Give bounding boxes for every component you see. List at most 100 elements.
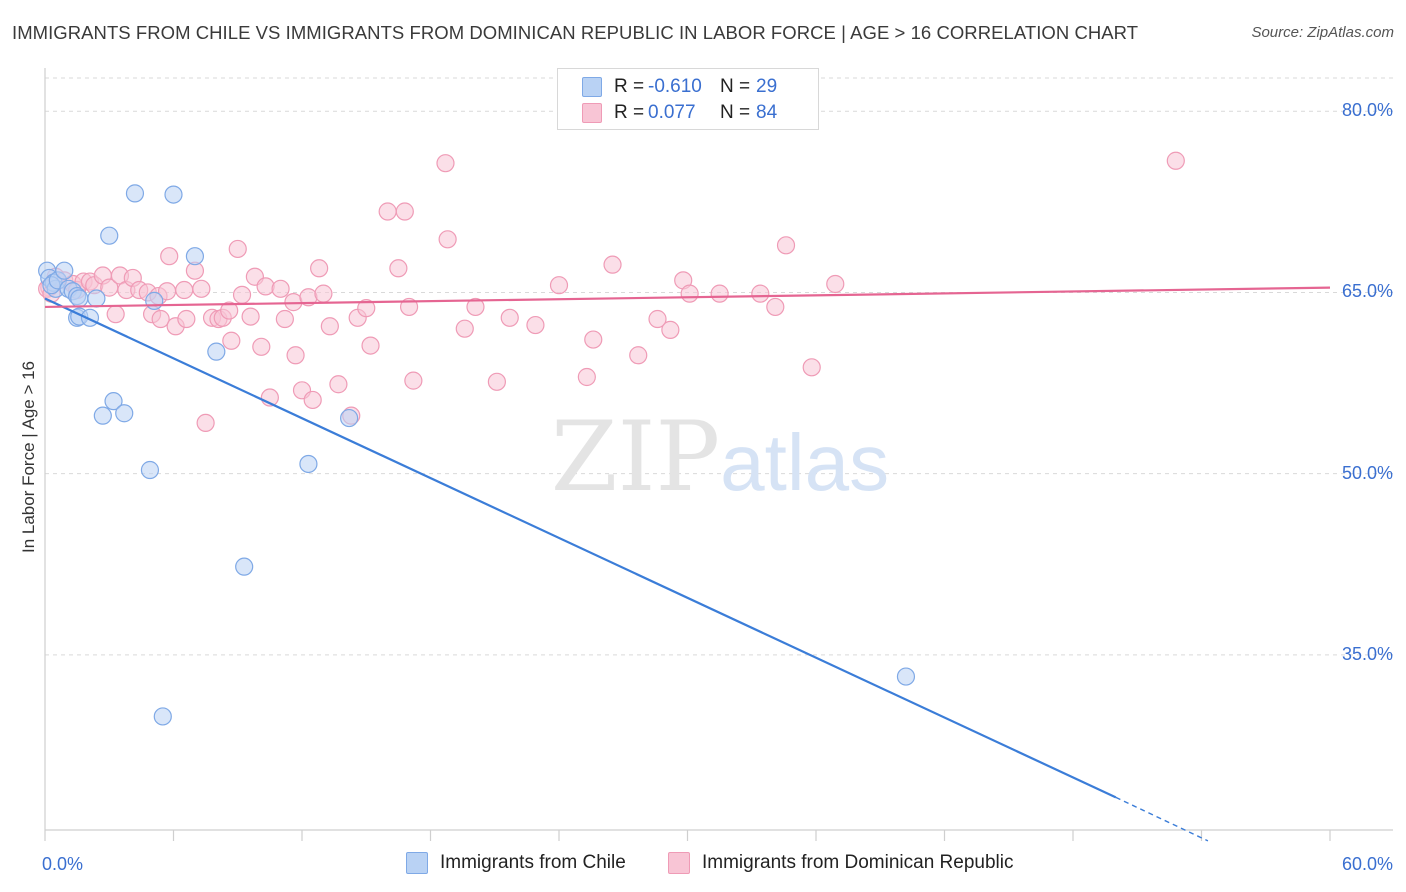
chart-title: IMMIGRANTS FROM CHILE VS IMMIGRANTS FROM… — [12, 22, 1139, 43]
data-point-dominican-republic — [220, 301, 239, 320]
data-point-dominican-republic — [196, 413, 215, 433]
legend-n-label: N = — [720, 76, 751, 97]
legend-label-chile: Immigrants from Chile — [440, 852, 626, 873]
data-point-chile — [70, 289, 89, 308]
axes — [44, 68, 1393, 841]
data-point-dominican-republic — [256, 277, 275, 296]
trend-line-chile-extension — [1115, 796, 1209, 842]
data-point-dominican-republic — [751, 284, 770, 303]
data-point-dominican-republic — [826, 274, 845, 294]
data-point-dominican-republic — [466, 297, 485, 317]
legend-item-chile[interactable]: Immigrants from Chile — [406, 852, 626, 874]
legend-item-dominican-republic[interactable]: Immigrants from Dominican Republic — [668, 852, 1014, 874]
legend-swatch-dominican-republic — [582, 103, 602, 123]
data-point-dominican-republic — [648, 309, 667, 329]
data-point-dominican-republic — [151, 309, 170, 329]
data-point-chile — [55, 261, 74, 280]
legend-swatch-dominican-republic — [668, 852, 690, 874]
y-tick-label: 35.0% — [1341, 643, 1393, 664]
data-point-dominican-republic — [177, 309, 196, 329]
data-point-chile — [145, 291, 164, 310]
data-point-chile — [104, 392, 123, 411]
data-point-dominican-republic — [766, 297, 785, 317]
data-point-chile — [207, 342, 226, 361]
data-point-chile — [896, 667, 916, 686]
data-point-dominican-republic — [314, 284, 333, 303]
data-point-dominican-republic — [404, 371, 423, 390]
data-point-dominican-republic — [1166, 151, 1185, 170]
legend-r-value: -0.610 — [648, 76, 702, 97]
data-point-dominican-republic — [802, 358, 821, 377]
data-point-dominican-republic — [577, 367, 596, 387]
legend-row-dominican-republic: R = 0.077 N = 84 — [582, 100, 777, 126]
data-point-dominican-republic — [399, 297, 419, 317]
data-point-dominican-republic — [303, 390, 322, 410]
data-point-dominican-republic — [228, 239, 247, 259]
data-point-dominican-republic — [629, 346, 648, 365]
watermark-atlas: atlas — [720, 418, 889, 507]
legend-label-dominican-republic: Immigrants from Dominican Republic — [702, 852, 1014, 873]
data-point-dominican-republic — [192, 279, 211, 298]
data-point-dominican-republic — [241, 307, 260, 326]
data-point-dominican-republic — [395, 202, 414, 221]
data-point-dominican-republic — [500, 308, 519, 327]
watermark-zip: ZIP — [551, 401, 720, 513]
data-point-dominican-republic — [329, 375, 348, 394]
data-point-chile — [185, 247, 205, 266]
data-point-dominican-republic — [286, 346, 305, 365]
chart-source: Source: ZipAtlas.com — [1251, 24, 1394, 41]
legend-r-value: 0.077 — [648, 102, 696, 123]
data-point-dominican-republic — [436, 154, 455, 173]
data-point-dominican-republic — [357, 299, 376, 318]
data-point-dominican-republic — [389, 259, 408, 278]
x-tick-min: 0.0% — [42, 854, 84, 874]
legend-r-label: R = — [614, 76, 645, 97]
data-point-dominican-republic — [378, 202, 397, 221]
data-point-chile — [164, 185, 183, 204]
legend-r-label: R = — [614, 102, 645, 123]
data-point-chile — [340, 408, 359, 428]
data-point-dominican-republic — [438, 230, 457, 249]
data-point-dominican-republic — [710, 284, 729, 303]
data-point-dominican-republic — [252, 337, 271, 356]
data-point-dominican-republic — [160, 247, 179, 266]
data-point-chile — [100, 226, 119, 245]
data-point-chile — [115, 404, 134, 423]
data-point-dominican-republic — [487, 372, 506, 391]
data-point-chile — [125, 184, 145, 203]
data-point-chile — [153, 707, 172, 726]
data-point-dominican-republic — [776, 236, 796, 255]
watermark: ZIPatlas — [551, 401, 889, 513]
series-legend: Immigrants from Chile Immigrants from Do… — [0, 852, 1406, 878]
y-tick-label: 65.0% — [1341, 281, 1393, 302]
stats-legend: R = -0.610 N = 29 R = 0.077 N = 84 — [557, 68, 819, 130]
data-point-dominican-republic — [222, 331, 241, 350]
trend-lines — [44, 286, 1331, 842]
y-tick-label: 50.0% — [1341, 462, 1393, 483]
data-point-dominican-republic — [310, 259, 329, 278]
legend-n-value: 29 — [756, 76, 778, 97]
data-point-chile — [87, 289, 106, 308]
data-point-chile — [235, 557, 254, 576]
data-point-dominican-republic — [661, 320, 680, 339]
data-point-dominican-republic — [175, 280, 194, 300]
data-point-dominican-republic — [526, 315, 545, 335]
legend-swatch-chile — [582, 77, 602, 97]
data-point-dominican-republic — [320, 317, 339, 336]
legend-row-chile: R = -0.610 N = 29 — [582, 74, 777, 100]
y-tick-label: 80.0% — [1341, 100, 1393, 121]
x-tick-max: 60.0% — [1341, 854, 1393, 874]
data-point-chile — [299, 454, 318, 474]
data-point-dominican-republic — [549, 276, 569, 295]
data-point-dominican-republic — [680, 284, 699, 303]
trend-line-dominican-republic — [44, 286, 1331, 309]
legend-n-value: 84 — [756, 102, 778, 123]
legend-n-label: N = — [720, 102, 751, 123]
trend-line-chile — [44, 297, 1117, 799]
data-point-dominican-republic — [275, 309, 294, 329]
legend-swatch-chile — [406, 852, 428, 874]
data-point-dominican-republic — [232, 285, 252, 304]
data-point-chile — [140, 460, 160, 480]
data-point-dominican-republic — [271, 279, 290, 298]
